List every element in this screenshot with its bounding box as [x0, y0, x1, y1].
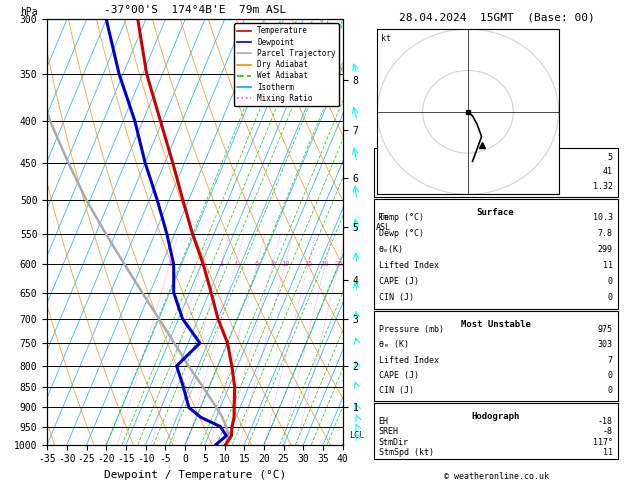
- Text: 299: 299: [598, 245, 613, 254]
- Text: LCL: LCL: [350, 431, 364, 440]
- Text: Most Unstable: Most Unstable: [460, 320, 531, 329]
- Text: SREH: SREH: [379, 427, 399, 436]
- Text: © weatheronline.co.uk: © weatheronline.co.uk: [445, 472, 549, 481]
- Text: 4: 4: [233, 261, 238, 267]
- Text: -8: -8: [603, 427, 613, 436]
- Text: Hodograph: Hodograph: [472, 412, 520, 421]
- Text: 2: 2: [199, 261, 204, 267]
- Text: 117°: 117°: [593, 438, 613, 447]
- Text: 8: 8: [270, 261, 275, 267]
- Text: CIN (J): CIN (J): [379, 386, 414, 395]
- Text: 0: 0: [608, 371, 613, 380]
- Text: 28.04.2024  15GMT  (Base: 00): 28.04.2024 15GMT (Base: 00): [399, 12, 595, 22]
- Text: StmDir: StmDir: [379, 438, 409, 447]
- Text: PW (cm): PW (cm): [379, 182, 414, 191]
- Text: θₑ(K): θₑ(K): [379, 245, 404, 254]
- Text: Pressure (mb): Pressure (mb): [379, 325, 443, 334]
- Text: 975: 975: [598, 325, 613, 334]
- Text: 1.32: 1.32: [593, 182, 613, 191]
- Text: 3: 3: [219, 261, 223, 267]
- Text: 11: 11: [603, 449, 613, 457]
- Text: 5: 5: [608, 153, 613, 162]
- Text: 0: 0: [608, 293, 613, 302]
- Text: 10: 10: [281, 261, 289, 267]
- Text: -18: -18: [598, 417, 613, 426]
- Text: 1: 1: [167, 261, 172, 267]
- Text: 0: 0: [608, 386, 613, 395]
- Text: kt: kt: [381, 34, 391, 43]
- Text: hPa: hPa: [21, 7, 38, 17]
- Text: 41: 41: [603, 167, 613, 176]
- Text: Lifted Index: Lifted Index: [379, 356, 438, 364]
- X-axis label: Dewpoint / Temperature (°C): Dewpoint / Temperature (°C): [104, 470, 286, 480]
- Text: Totals Totals: Totals Totals: [379, 167, 443, 176]
- Text: CIN (J): CIN (J): [379, 293, 414, 302]
- Text: 11: 11: [603, 261, 613, 270]
- Text: Dewp (°C): Dewp (°C): [379, 229, 424, 238]
- Text: Temp (°C): Temp (°C): [379, 213, 424, 222]
- Text: 25: 25: [335, 261, 343, 267]
- Text: 20: 20: [321, 261, 330, 267]
- Text: 0: 0: [608, 277, 613, 286]
- Text: K: K: [379, 153, 384, 162]
- Text: CAPE (J): CAPE (J): [379, 371, 419, 380]
- Text: 7: 7: [608, 356, 613, 364]
- Text: 6: 6: [255, 261, 259, 267]
- Text: -37°00'S  174°4B'E  79m ASL: -37°00'S 174°4B'E 79m ASL: [104, 4, 286, 15]
- Text: 303: 303: [598, 340, 613, 349]
- Text: 15: 15: [304, 261, 313, 267]
- Y-axis label: km
ASL: km ASL: [376, 213, 391, 232]
- Text: 10.3: 10.3: [593, 213, 613, 222]
- Text: StmSpd (kt): StmSpd (kt): [379, 449, 433, 457]
- Text: Lifted Index: Lifted Index: [379, 261, 438, 270]
- Text: Surface: Surface: [477, 208, 515, 217]
- Text: EH: EH: [379, 417, 389, 426]
- Legend: Temperature, Dewpoint, Parcel Trajectory, Dry Adiabat, Wet Adiabat, Isotherm, Mi: Temperature, Dewpoint, Parcel Trajectory…: [235, 23, 339, 106]
- Text: 7.8: 7.8: [598, 229, 613, 238]
- Text: θₑ (K): θₑ (K): [379, 340, 409, 349]
- Text: CAPE (J): CAPE (J): [379, 277, 419, 286]
